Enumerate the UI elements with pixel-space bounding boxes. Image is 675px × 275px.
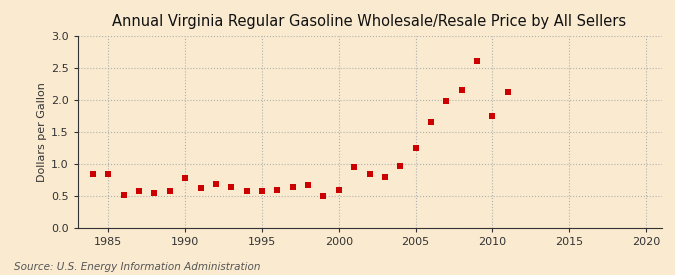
Text: Source: U.S. Energy Information Administration: Source: U.S. Energy Information Administ… [14, 262, 260, 272]
Point [456, 88, 467, 92]
Point [165, 189, 176, 193]
Point [318, 194, 329, 198]
Point [441, 99, 452, 103]
Point [502, 90, 513, 94]
Point [364, 172, 375, 177]
Point [333, 188, 344, 192]
Point [88, 172, 99, 177]
Point [149, 191, 160, 195]
Point [487, 114, 498, 118]
Point [426, 120, 437, 125]
Point [395, 164, 406, 168]
Point [410, 146, 421, 150]
Point [302, 183, 313, 188]
Point [211, 182, 221, 186]
Point [195, 186, 206, 190]
Point [134, 189, 144, 193]
Point [180, 176, 190, 180]
Point [103, 172, 114, 177]
Point [288, 184, 298, 189]
Point [272, 188, 283, 192]
Point [241, 189, 252, 193]
Title: Annual Virginia Regular Gasoline Wholesale/Resale Price by All Sellers: Annual Virginia Regular Gasoline Wholesa… [113, 14, 626, 29]
Point [118, 193, 129, 197]
Point [256, 189, 267, 193]
Point [349, 165, 360, 169]
Y-axis label: Dollars per Gallon: Dollars per Gallon [36, 82, 47, 182]
Point [226, 184, 237, 189]
Point [472, 59, 483, 64]
Point [379, 175, 390, 179]
